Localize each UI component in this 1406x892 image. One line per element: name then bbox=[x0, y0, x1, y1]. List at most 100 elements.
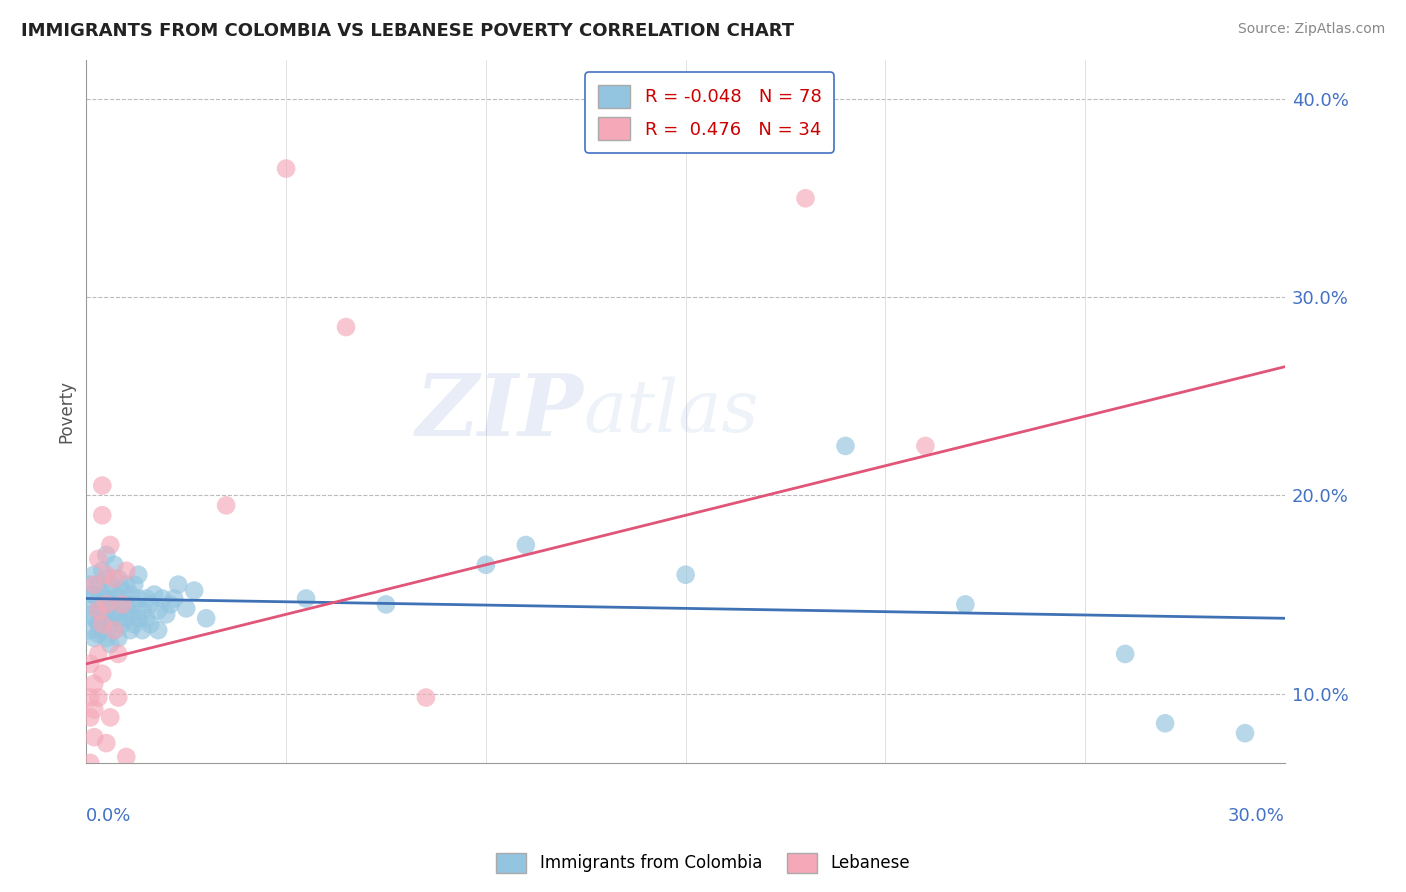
Point bbox=[83, 631, 105, 645]
Point bbox=[111, 583, 134, 598]
Point bbox=[1114, 647, 1136, 661]
Point bbox=[139, 598, 162, 612]
Point bbox=[96, 572, 118, 586]
Point bbox=[107, 572, 129, 586]
Point bbox=[96, 611, 118, 625]
Point bbox=[111, 598, 134, 612]
Point bbox=[79, 690, 101, 705]
Point bbox=[98, 710, 121, 724]
Point bbox=[103, 572, 125, 586]
Point bbox=[96, 548, 118, 562]
Point bbox=[79, 623, 101, 637]
Point bbox=[122, 598, 145, 612]
Point bbox=[167, 577, 190, 591]
Point bbox=[83, 577, 105, 591]
Point bbox=[103, 558, 125, 572]
Point bbox=[98, 637, 121, 651]
Point bbox=[914, 439, 936, 453]
Point bbox=[135, 591, 157, 606]
Point bbox=[115, 611, 138, 625]
Point bbox=[103, 587, 125, 601]
Point bbox=[91, 598, 114, 612]
Point bbox=[127, 591, 149, 606]
Point bbox=[98, 617, 121, 632]
Text: ZIP: ZIP bbox=[416, 369, 583, 453]
Y-axis label: Poverty: Poverty bbox=[58, 380, 75, 442]
Point bbox=[87, 617, 110, 632]
Point bbox=[96, 567, 118, 582]
Point bbox=[155, 607, 177, 622]
Point bbox=[91, 508, 114, 523]
Point bbox=[87, 603, 110, 617]
Point bbox=[107, 591, 129, 606]
Point bbox=[83, 567, 105, 582]
Text: IMMIGRANTS FROM COLOMBIA VS LEBANESE POVERTY CORRELATION CHART: IMMIGRANTS FROM COLOMBIA VS LEBANESE POV… bbox=[21, 22, 794, 40]
Legend: Immigrants from Colombia, Lebanese: Immigrants from Colombia, Lebanese bbox=[489, 847, 917, 880]
Point bbox=[91, 666, 114, 681]
Point bbox=[107, 690, 129, 705]
Point bbox=[131, 623, 153, 637]
Point bbox=[79, 756, 101, 770]
Point bbox=[120, 607, 142, 622]
Point bbox=[183, 583, 205, 598]
Point bbox=[87, 591, 110, 606]
Point bbox=[107, 647, 129, 661]
Point bbox=[834, 439, 856, 453]
Point bbox=[103, 623, 125, 637]
Point bbox=[150, 591, 173, 606]
Point bbox=[87, 577, 110, 591]
Point bbox=[131, 603, 153, 617]
Point bbox=[675, 567, 697, 582]
Point bbox=[96, 631, 118, 645]
Point bbox=[111, 617, 134, 632]
Point bbox=[415, 690, 437, 705]
Point bbox=[115, 598, 138, 612]
Point bbox=[475, 558, 498, 572]
Point bbox=[274, 161, 297, 176]
Point bbox=[148, 623, 170, 637]
Point bbox=[127, 567, 149, 582]
Point bbox=[87, 603, 110, 617]
Point bbox=[79, 607, 101, 622]
Point bbox=[79, 657, 101, 671]
Point bbox=[91, 617, 114, 632]
Point bbox=[115, 564, 138, 578]
Point bbox=[159, 598, 181, 612]
Point bbox=[87, 627, 110, 641]
Point bbox=[91, 607, 114, 622]
Point bbox=[794, 191, 817, 205]
Point bbox=[83, 611, 105, 625]
Point bbox=[91, 478, 114, 492]
Point bbox=[335, 320, 357, 334]
Point bbox=[103, 623, 125, 637]
Point bbox=[120, 623, 142, 637]
Point bbox=[955, 598, 977, 612]
Point bbox=[143, 587, 166, 601]
Point bbox=[98, 538, 121, 552]
Point bbox=[98, 598, 121, 612]
Point bbox=[215, 499, 238, 513]
Point bbox=[87, 647, 110, 661]
Point bbox=[83, 598, 105, 612]
Point bbox=[79, 587, 101, 601]
Point bbox=[375, 598, 398, 612]
Point bbox=[122, 617, 145, 632]
Point bbox=[79, 577, 101, 591]
Point bbox=[87, 552, 110, 566]
Point bbox=[107, 631, 129, 645]
Point bbox=[139, 617, 162, 632]
Point bbox=[98, 577, 121, 591]
Point bbox=[120, 587, 142, 601]
Point bbox=[1234, 726, 1257, 740]
Point bbox=[195, 611, 218, 625]
Point bbox=[163, 591, 186, 606]
Point bbox=[515, 538, 537, 552]
Point bbox=[135, 611, 157, 625]
Point bbox=[115, 577, 138, 591]
Point bbox=[83, 587, 105, 601]
Point bbox=[91, 623, 114, 637]
Point bbox=[91, 587, 114, 601]
Point bbox=[96, 598, 118, 612]
Legend: R = -0.048   N = 78, R =  0.476   N = 34: R = -0.048 N = 78, R = 0.476 N = 34 bbox=[585, 72, 834, 153]
Point bbox=[91, 564, 114, 578]
